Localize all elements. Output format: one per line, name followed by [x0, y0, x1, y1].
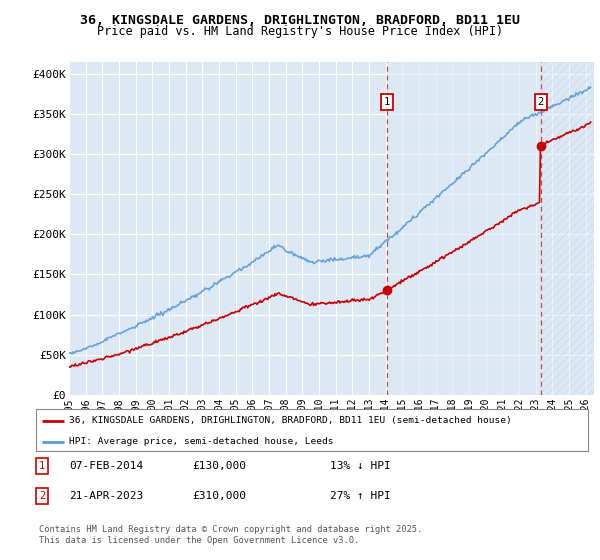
Text: 36, KINGSDALE GARDENS, DRIGHLINGTON, BRADFORD, BD11 1EU: 36, KINGSDALE GARDENS, DRIGHLINGTON, BRA… — [80, 14, 520, 27]
Text: 1: 1 — [39, 461, 45, 471]
Text: 1: 1 — [384, 96, 391, 106]
Bar — [388, 62, 541, 395]
Text: Contains HM Land Registry data © Crown copyright and database right 2025.
This d: Contains HM Land Registry data © Crown c… — [39, 525, 422, 545]
Text: 27% ↑ HPI: 27% ↑ HPI — [330, 491, 391, 501]
Text: HPI: Average price, semi-detached house, Leeds: HPI: Average price, semi-detached house,… — [69, 437, 334, 446]
Text: 13% ↓ HPI: 13% ↓ HPI — [330, 461, 391, 471]
Text: £130,000: £130,000 — [192, 461, 246, 471]
Text: 21-APR-2023: 21-APR-2023 — [69, 491, 143, 501]
Text: 07-FEB-2014: 07-FEB-2014 — [69, 461, 143, 471]
Text: 36, KINGSDALE GARDENS, DRIGHLINGTON, BRADFORD, BD11 1EU (semi-detached house): 36, KINGSDALE GARDENS, DRIGHLINGTON, BRA… — [69, 416, 512, 425]
Text: Price paid vs. HM Land Registry's House Price Index (HPI): Price paid vs. HM Land Registry's House … — [97, 25, 503, 38]
Text: 2: 2 — [39, 491, 45, 501]
Text: 2: 2 — [538, 96, 544, 106]
Bar — [541, 62, 594, 395]
Text: £310,000: £310,000 — [192, 491, 246, 501]
